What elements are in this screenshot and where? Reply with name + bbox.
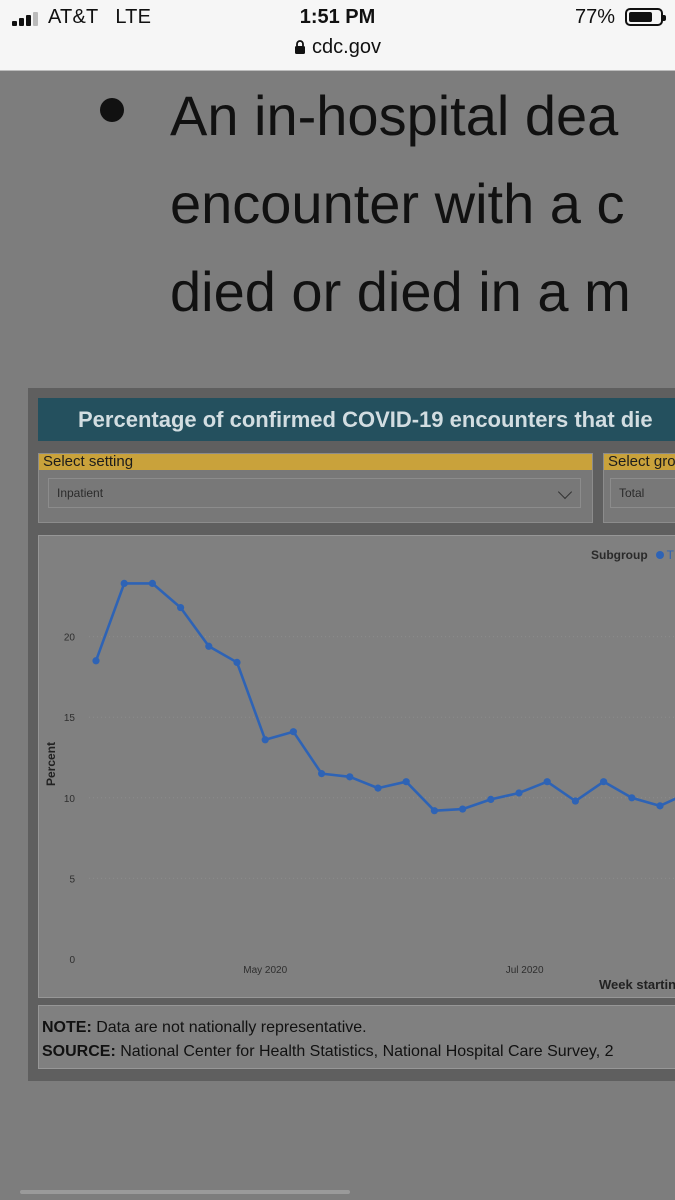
data-point (289, 728, 297, 736)
data-point (515, 789, 523, 797)
status-bar: AT&T LTE 1:51 PM 77% cdc.gov (0, 0, 675, 71)
y-tick-label: 15 (64, 713, 76, 724)
address-bar[interactable]: cdc.gov (0, 36, 675, 59)
data-point (571, 797, 580, 805)
note-label: NOTE: (42, 1019, 92, 1036)
data-point (430, 807, 438, 815)
bullet-line: died or died in a m (170, 260, 631, 323)
source-label: SOURCE: (42, 1043, 116, 1060)
legend-title: Subgroup (591, 548, 648, 562)
group-filter-label: Select gro (604, 454, 675, 470)
chart-panel: 0 5 10 15 20 Percent May 2020 Jul 2020 Week star… (38, 535, 675, 998)
clock: 1:51 PM (299, 6, 376, 28)
y-tick-label: 5 (69, 874, 75, 885)
data-point (148, 579, 156, 588)
data-point (177, 603, 185, 612)
embedded-report: Percentage of confirmed COVID-19 encount… (28, 388, 675, 1081)
data-point (628, 794, 636, 802)
bullet-line: encounter with a c (170, 172, 625, 235)
x-tick-label: May 2020 (243, 965, 287, 976)
y-tick-label: 10 (64, 794, 76, 805)
note-text: Data are not nationally representative. (91, 1019, 367, 1036)
scroll-indicator (20, 1190, 350, 1194)
battery-icon (625, 8, 666, 26)
bullet-line: An in-hospital dea (170, 84, 619, 147)
y-axis-label: Percent (44, 742, 58, 786)
legend-marker (655, 551, 664, 559)
y-tick-label: 0 (69, 955, 75, 966)
data-point (600, 778, 608, 786)
url-text: cdc.gov (312, 36, 381, 58)
bullet-point-icon (100, 98, 124, 122)
data-point (459, 805, 467, 813)
data-point (656, 802, 664, 810)
bullet-paragraph: An in-hospital dea encounter with a c di… (170, 72, 675, 336)
lock-icon (295, 40, 306, 54)
data-point (205, 642, 213, 650)
data-point (233, 658, 241, 666)
data-point (487, 795, 495, 804)
line-chart: 0 5 10 15 20 Percent May 2020 Jul 2020 Week star… (44, 579, 675, 992)
carrier-label: AT&T LTE (48, 6, 152, 28)
x-axis-label: Week startin (599, 977, 675, 992)
legend-series-label: T (666, 548, 674, 562)
data-point (120, 579, 128, 588)
group-filter: Select gro Total (603, 453, 675, 523)
series-line (94, 582, 675, 812)
chevron-down-icon (557, 484, 573, 500)
setting-dropdown[interactable]: Inpatient (48, 478, 581, 508)
setting-dropdown-value: Inpatient (57, 486, 104, 500)
data-point (374, 784, 382, 792)
cellular-signal-icon (12, 10, 42, 26)
x-tick-label: Jul 2020 (506, 965, 544, 976)
setting-filter: Select setting Inpatient (38, 453, 593, 523)
data-point (92, 657, 100, 665)
setting-filter-label: Select setting (39, 454, 592, 470)
source-line: SOURCE: National Center for Health Stati… (42, 1040, 675, 1064)
notes-panel: NOTE: Data are not nationally representa… (38, 1005, 675, 1069)
group-dropdown-value: Total (619, 486, 645, 500)
data-point (346, 773, 354, 781)
note-line: NOTE: Data are not nationally representa… (42, 1016, 675, 1040)
report-title: Percentage of confirmed COVID-19 encount… (38, 398, 675, 441)
data-point (543, 778, 551, 786)
data-point (402, 778, 410, 786)
data-point (318, 770, 326, 778)
y-tick-label: 20 (64, 633, 76, 644)
data-point (261, 736, 269, 744)
group-dropdown[interactable]: Total (610, 478, 675, 508)
source-text: National Center for Health Statistics, N… (115, 1043, 614, 1060)
legend: Subgroup T (591, 548, 674, 562)
battery-percent: 77% (574, 6, 615, 28)
